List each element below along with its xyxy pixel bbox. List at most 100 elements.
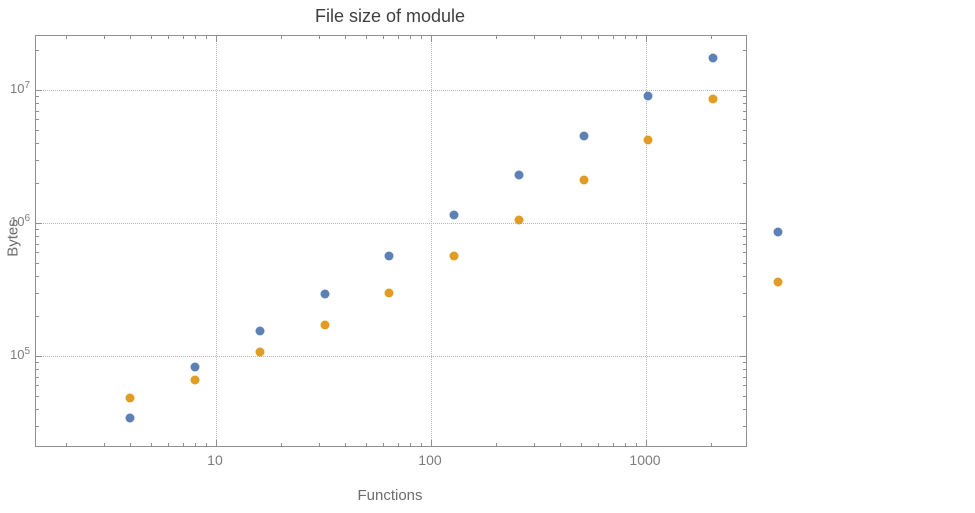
y-tick-mark [743,368,746,370]
y-tick-mark [36,89,42,91]
x-tick-mark [495,36,497,39]
y-tick-mark [743,315,746,317]
x-gridline [430,36,432,446]
y-tick-mark [36,159,39,161]
y-tick-mark [743,292,746,294]
data-point-series-orange [579,175,588,185]
x-tick-label: 1000 [629,452,661,468]
data-point-series-blue [708,53,718,63]
data-point-series-blue [449,210,459,220]
data-point-series-blue [773,227,783,237]
y-tick-mark [36,362,39,364]
y-tick-mark [36,130,39,132]
x-tick-mark [182,36,184,39]
y-tick-mark [743,243,746,245]
x-tick-mark [397,36,399,39]
data-point-series-blue [579,131,588,141]
y-tick-mark [743,110,746,112]
x-gridline [646,36,647,446]
x-tick-mark [625,443,627,446]
data-point-series-orange [708,94,718,104]
x-tick-mark [581,443,583,446]
data-point-series-blue [255,326,265,336]
x-tick-mark [625,36,627,39]
y-tick-mark [743,49,746,51]
y-tick-mark [36,243,39,245]
x-tick-mark [710,36,712,39]
data-point-series-blue [125,413,135,423]
data-point-series-blue [384,251,394,261]
x-tick-mark [612,443,614,446]
y-tick-mark [36,229,39,231]
plot-frame [35,35,783,447]
x-tick-mark [345,36,347,39]
data-point-series-orange [514,215,524,225]
y-tick-mark [743,130,746,132]
x-tick-mark [195,443,197,446]
x-tick-mark [103,443,105,446]
data-point-series-orange [125,393,135,403]
y-tick-mark [743,119,746,121]
data-point-series-blue [514,170,524,180]
y-tick-mark [36,110,39,112]
y-tick-mark [743,385,746,387]
y-tick-mark [743,235,746,237]
x-tick-mark [397,443,399,446]
x-tick-mark [560,36,562,39]
y-tick-mark [743,263,746,264]
x-tick-mark [195,36,197,39]
y-gridline [36,89,746,91]
y-tick-mark [36,222,42,224]
x-tick-mark [410,443,412,446]
x-tick-mark [581,36,583,39]
y-tick-mark [743,159,746,161]
x-tick-mark [206,443,208,446]
y-tick-mark [36,292,39,294]
x-tick-mark [168,36,170,39]
x-tick-mark [612,36,614,39]
x-gridline [215,36,217,446]
y-tick-label: 106 [9,212,30,229]
y-tick-mark [743,96,746,98]
x-tick-mark [103,36,105,39]
x-tick-mark [168,443,170,446]
y-tick-mark [36,49,39,51]
data-point-series-orange [255,347,265,357]
y-tick-mark [743,362,746,364]
y-tick-mark [743,275,746,277]
data-point-series-orange [320,320,330,330]
y-tick-mark [740,222,746,224]
x-tick-mark [430,440,432,446]
x-tick-mark [421,443,423,446]
y-gridline [36,355,746,357]
x-tick-mark [280,443,282,446]
x-tick-mark [151,36,153,39]
x-tick-mark [215,440,217,446]
y-tick-mark [743,182,746,184]
y-tick-mark [36,376,39,378]
x-tick-mark [646,36,647,42]
y-tick-mark [743,408,746,410]
x-tick-mark [598,36,600,39]
data-point-series-orange [449,251,459,261]
data-point-series-blue [320,289,330,299]
y-tick-mark [743,142,746,144]
x-tick-mark [533,36,535,39]
x-tick-mark [430,36,432,42]
x-tick-mark [182,443,184,446]
x-tick-mark [636,443,638,446]
x-tick-mark [366,443,368,446]
y-tick-mark [36,142,39,144]
y-tick-mark [743,396,746,397]
x-tick-mark [710,443,712,446]
y-tick-mark [36,408,39,410]
y-tick-mark [36,96,39,98]
y-tick-label: 107 [9,79,30,96]
chart-title: File size of module [314,6,466,26]
x-tick-mark [410,36,412,39]
y-tick-mark [740,89,746,91]
x-tick-mark [533,443,535,446]
data-point-series-orange [773,277,783,287]
x-tick-mark [495,443,497,446]
y-tick-mark [36,182,39,184]
